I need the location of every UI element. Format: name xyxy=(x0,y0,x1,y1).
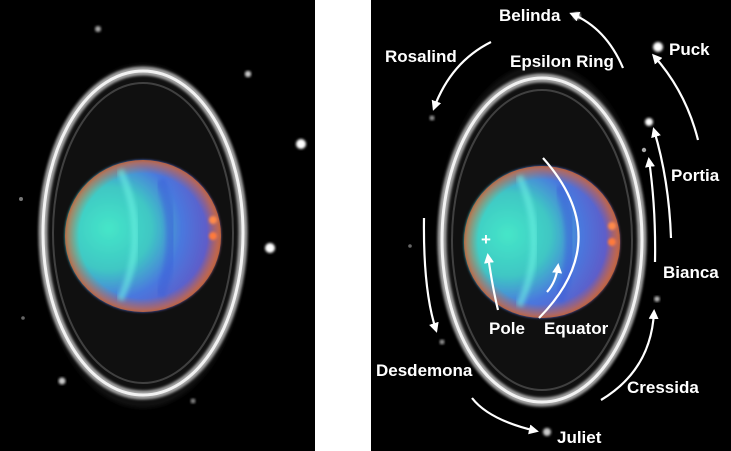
uranus-planet xyxy=(464,166,620,318)
arrow-to-juliet xyxy=(471,397,539,435)
uranus-annotated-svg: + Belinda Puck Rosalind Epsilon Ring Por… xyxy=(371,0,731,451)
arrow-to-cressida xyxy=(600,309,659,401)
label-desdemona: Desdemona xyxy=(376,361,473,380)
moon-dot xyxy=(19,197,23,201)
label-equator: Equator xyxy=(544,319,609,338)
arrow-to-portia xyxy=(651,127,673,239)
uranus-image-annotated: + Belinda Puck Rosalind Epsilon Ring Por… xyxy=(371,0,731,451)
moon-dot xyxy=(190,398,196,404)
uranus-plain-svg xyxy=(0,0,315,451)
moon-dot xyxy=(21,316,25,320)
label-portia: Portia xyxy=(671,166,720,185)
moon-bianca xyxy=(641,147,647,153)
arrow-to-desdemona xyxy=(422,217,439,333)
label-cressida: Cressida xyxy=(627,378,699,397)
moon-dot xyxy=(58,377,66,385)
moon-dot xyxy=(408,244,412,248)
moon-cressida xyxy=(654,296,660,302)
label-bianca: Bianca xyxy=(663,263,719,282)
moon-dot xyxy=(265,243,275,253)
arrow-to-puck xyxy=(652,53,700,141)
label-puck: Puck xyxy=(669,40,710,59)
epsilon-ring-core xyxy=(440,76,644,404)
moon-juliet xyxy=(543,428,551,436)
epsilon-ring-core xyxy=(41,69,245,397)
inner-ring xyxy=(52,82,234,384)
label-belinda: Belinda xyxy=(499,6,561,25)
arrow-to-rosalind xyxy=(431,41,492,111)
label-pole: Pole xyxy=(489,319,525,338)
orbit-arrows xyxy=(422,12,700,435)
moon-dot xyxy=(244,70,252,78)
label-epsilon-ring: Epsilon Ring xyxy=(510,52,614,71)
arrow-to-belinda xyxy=(569,12,625,69)
arrow-to-bianca xyxy=(645,157,657,263)
uranus-image-plain xyxy=(0,0,315,451)
pole-marker: + xyxy=(481,230,491,249)
inner-ring xyxy=(451,89,633,391)
uranus-planet xyxy=(65,160,221,312)
arrow-to-pole xyxy=(484,253,500,311)
moon-portia xyxy=(645,118,653,126)
moon-dot xyxy=(95,26,101,32)
moon-puck xyxy=(653,42,663,52)
equator-line xyxy=(538,157,580,319)
label-juliet: Juliet xyxy=(557,428,602,447)
moon-dot xyxy=(296,139,306,149)
moon-desdemona xyxy=(439,339,445,345)
moon-rosalind xyxy=(429,115,435,121)
label-rosalind: Rosalind xyxy=(385,47,457,66)
arrow-to-equator xyxy=(546,263,563,293)
